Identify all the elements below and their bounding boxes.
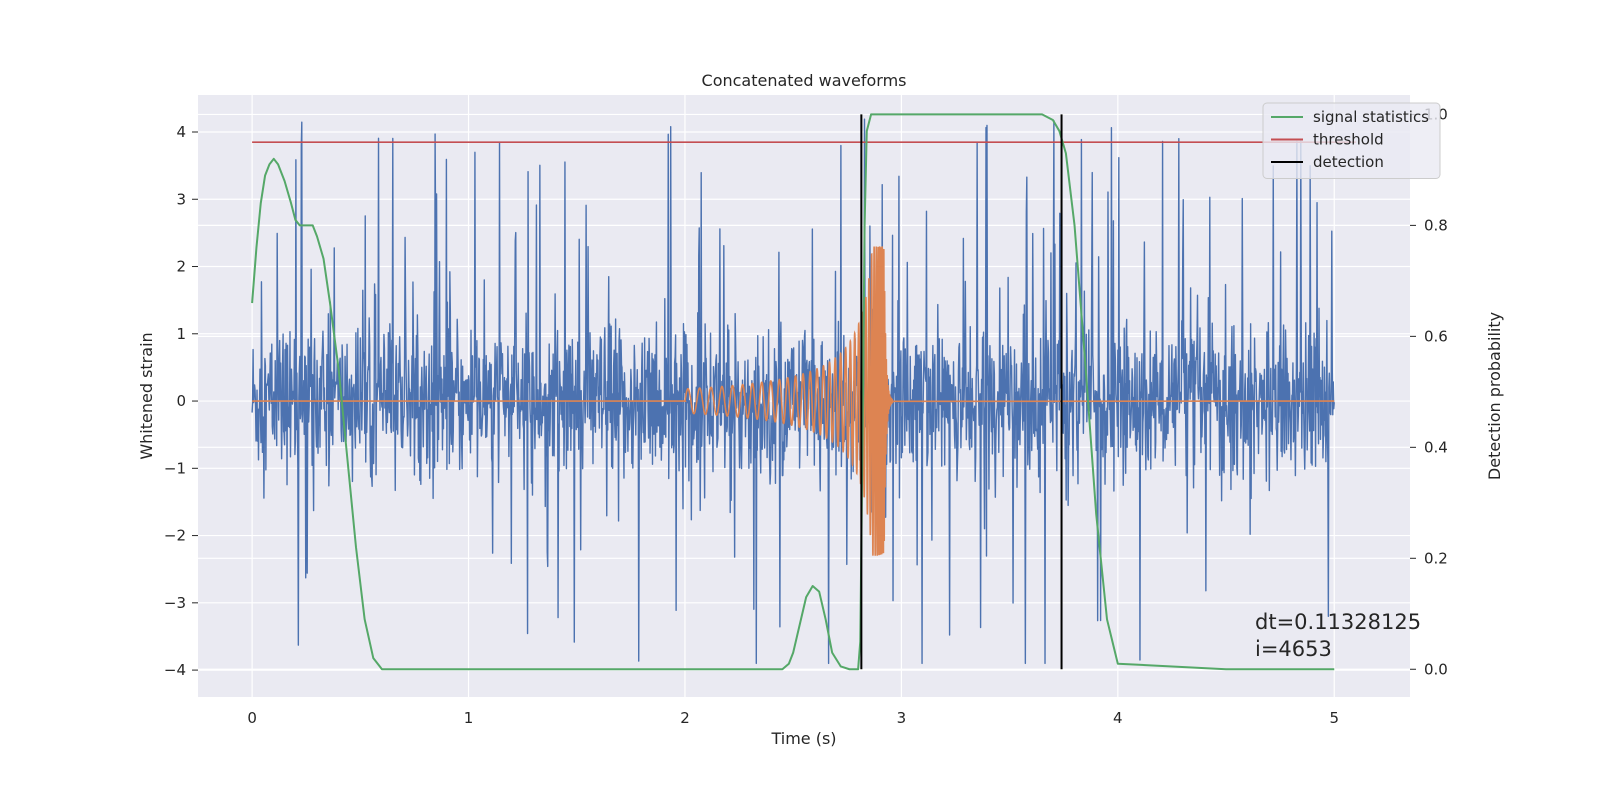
series-layer — [251, 113, 1356, 671]
legend-box — [1262, 102, 1441, 179]
right-y-tick-label: 0.0 — [1424, 660, 1448, 678]
series-noisy-strain — [251, 118, 1335, 665]
legend-label: threshold — [1313, 131, 1384, 149]
x-tick-label: 3 — [897, 709, 907, 727]
right-y-tick-label: 0.2 — [1424, 549, 1448, 567]
x-tick-label: 5 — [1329, 709, 1339, 727]
right-y-tick-label: 0.6 — [1424, 327, 1448, 345]
right-y-axis-title: Detection probability — [1485, 312, 1504, 480]
x-tick-label: 1 — [464, 709, 474, 727]
left-y-tick-label: 2 — [176, 258, 186, 276]
series-signal-statistics — [251, 113, 1335, 671]
annotation: dt=0.11328125 i=4653 — [1255, 610, 1421, 661]
annotation-line: i=4653 — [1255, 637, 1332, 661]
left-y-tick-label: −1 — [164, 459, 186, 477]
left-y-tick-label: −2 — [164, 527, 186, 545]
chart-title: Concatenated waveforms — [702, 71, 907, 90]
left-y-tick-label: 0 — [176, 392, 186, 410]
left-y-axis-title: Whitened strain — [137, 332, 156, 459]
legend: signal statistics threshold detection — [1262, 102, 1441, 179]
series-injected-waveform — [252, 246, 1335, 556]
left-y-tick-label: 3 — [176, 190, 186, 208]
legend-label: signal statistics — [1313, 108, 1429, 126]
x-tick-label: 4 — [1113, 709, 1123, 727]
left-y-tick-label: 1 — [176, 325, 186, 343]
x-axis-title: Time (s) — [770, 729, 836, 748]
annotation-line: dt=0.11328125 — [1255, 610, 1421, 634]
legend-label: detection — [1313, 153, 1384, 171]
right-y-tick-label: 0.4 — [1424, 438, 1448, 456]
left-y-tick-label: 4 — [176, 123, 186, 141]
left-y-tick-label: −3 — [164, 594, 186, 612]
left-y-tick-label: −4 — [164, 661, 186, 679]
x-tick-label: 0 — [247, 709, 257, 727]
x-tick-label: 2 — [680, 709, 690, 727]
right-y-tick-label: 0.8 — [1424, 216, 1448, 234]
